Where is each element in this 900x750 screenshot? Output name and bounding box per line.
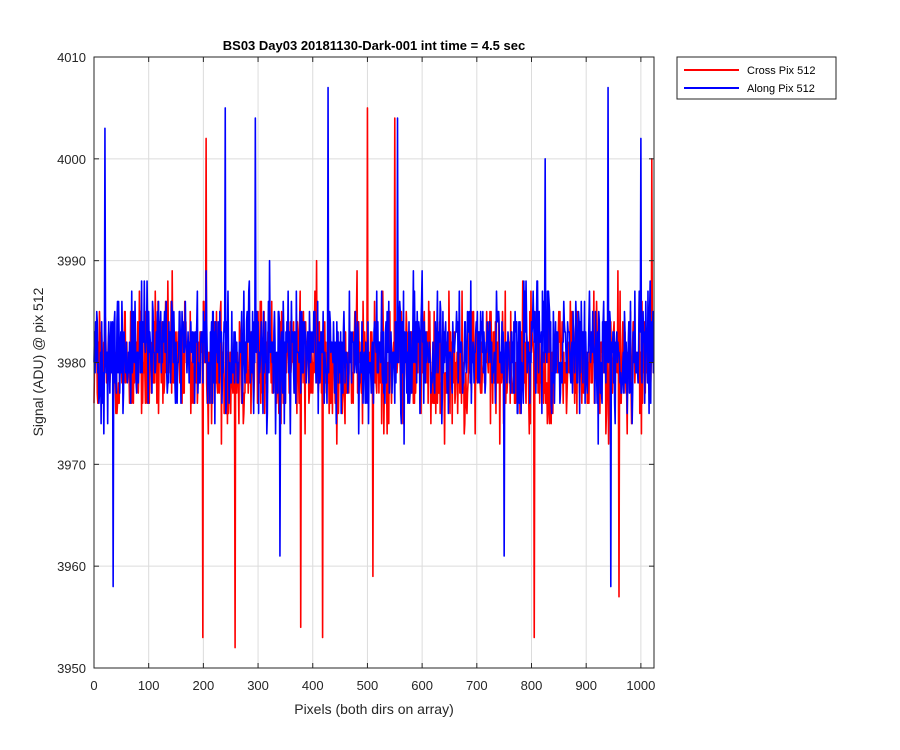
y-tick-label: 3950 xyxy=(57,661,86,676)
x-tick-label: 100 xyxy=(138,678,160,693)
x-tick-label: 300 xyxy=(247,678,269,693)
x-tick-label: 0 xyxy=(90,678,97,693)
x-tick-label: 200 xyxy=(193,678,215,693)
x-tick-label: 700 xyxy=(466,678,488,693)
chart-title: BS03 Day03 20181130-Dark-001 int time = … xyxy=(223,38,525,53)
legend-label-along: Along Pix 512 xyxy=(747,83,815,95)
x-tick-label: 900 xyxy=(575,678,597,693)
legend-label-cross: Cross Pix 512 xyxy=(747,65,815,77)
y-tick-label: 3990 xyxy=(57,254,86,269)
x-tick-label: 800 xyxy=(521,678,543,693)
series-group xyxy=(93,86,655,649)
x-axis-label: Pixels (both dirs on array) xyxy=(294,701,454,717)
y-tick-label: 3970 xyxy=(57,457,86,472)
y-tick-label: 4010 xyxy=(57,50,86,65)
x-tick-label: 400 xyxy=(302,678,324,693)
series-line-along xyxy=(93,86,655,588)
y-tick-label: 4000 xyxy=(57,152,86,167)
y-tick-label: 3980 xyxy=(57,356,86,371)
x-tick-label: 1000 xyxy=(626,678,655,693)
x-tick-label: 500 xyxy=(357,678,379,693)
x-tick-label: 600 xyxy=(411,678,433,693)
y-tick-label: 3960 xyxy=(57,559,86,574)
ticks: 0 100 200 300 400 500 600 700 800 900 1000 3950 3960… xyxy=(57,50,655,693)
legend-box xyxy=(676,56,837,100)
y-axis-label: Signal (ADU) @ pix 512 xyxy=(30,287,46,436)
legend: Cross Pix 512 Along Pix 512 xyxy=(676,56,837,100)
